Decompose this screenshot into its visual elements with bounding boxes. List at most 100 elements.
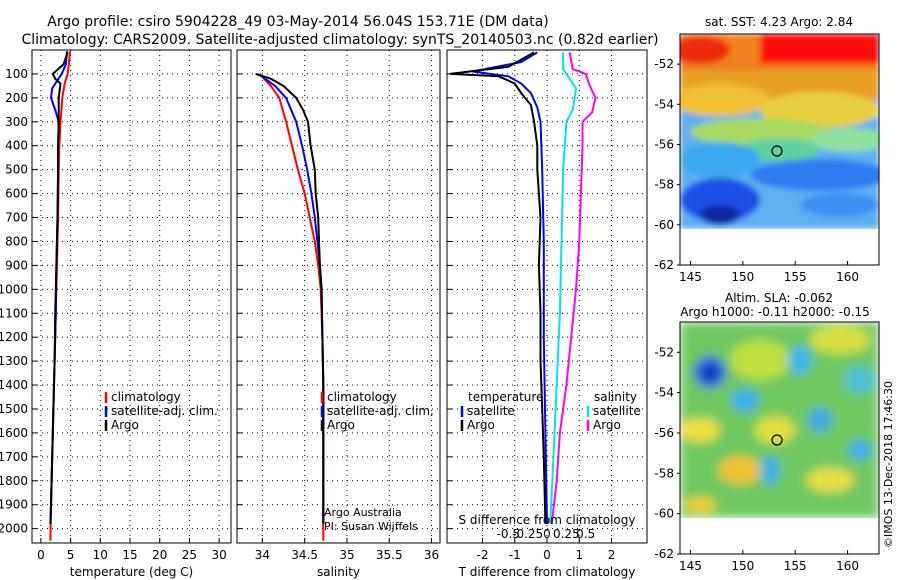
- y-tick-label: 400: [5, 139, 28, 153]
- legend-entry: satellite-adj. clim.: [111, 404, 218, 418]
- salinity-panel: 34 34.5 35 35.5 36 salinity climatologysatelli…: [236, 49, 441, 579]
- sst-map-axes: 145 150 155 160 -52 -54 -56 -58 -60 -62: [654, 57, 859, 284]
- sla-field: [680, 322, 879, 518]
- y-tick-label: 1900: [0, 498, 28, 512]
- map-x-tick-label: 145: [679, 559, 702, 573]
- x-tick-label: 0: [37, 548, 45, 562]
- legend-title-temperature: temperature: [468, 390, 543, 404]
- y-tick-label: 1200: [0, 330, 28, 344]
- x-axis-label: salinity: [317, 565, 360, 579]
- x-tick-label: 35.5: [376, 548, 403, 562]
- x-tick-label: -2: [476, 548, 488, 562]
- series-line: [49, 51, 71, 541]
- x-tick-label: -1: [509, 548, 521, 562]
- map-x-tick-label: 155: [784, 559, 807, 573]
- series-line: [550, 52, 597, 525]
- y-tick-label: 100: [5, 67, 28, 81]
- x-tick-label: 1: [575, 548, 583, 562]
- sla-map: Altim. SLA: -0.062 Argo h1000: -0.11 h20…: [654, 291, 880, 573]
- x-axis-label: temperature (deg C): [70, 565, 193, 579]
- x-tick-label: 2: [608, 548, 616, 562]
- y-tick-label: 1600: [0, 426, 28, 440]
- y-tick-label: 1000: [0, 282, 28, 296]
- map-y-tick-label: -58: [654, 466, 674, 480]
- x-tick-label: 25: [182, 548, 197, 562]
- imos-timestamp: ©IMOS 13-Dec-2018 17:46:30: [882, 381, 895, 548]
- legend-entry: satellite: [593, 404, 641, 418]
- sla-map-axes: 145 150 155 160 -52 -54 -56 -58 -60 -62: [654, 345, 859, 573]
- map-y-tick-label: -54: [654, 386, 674, 400]
- y-tick-label: 500: [5, 163, 28, 177]
- map-x-tick-label: 145: [679, 270, 702, 284]
- sst-field: [680, 34, 879, 229]
- credit-pi: PI: Susan Wijffels: [324, 520, 418, 533]
- map-y-tick-label: -56: [654, 426, 674, 440]
- y-tick-label: 1800: [0, 474, 28, 488]
- sst-float-marker: [771, 145, 783, 157]
- y-tick-label: 1300: [0, 354, 28, 368]
- title-line-2: Climatology: CARS2009. Satellite-adjuste…: [21, 32, 658, 48]
- legend-entry: Argo: [467, 418, 495, 432]
- x-tick-label: 36: [424, 548, 439, 562]
- map-y-tick-label: -60: [654, 218, 674, 232]
- plot-frame: [31, 49, 232, 544]
- plot-frame: [236, 49, 441, 544]
- map-x-tick-label: 160: [836, 270, 859, 284]
- map-x-tick-label: 155: [784, 270, 807, 284]
- legend-title-salinity: salinity: [594, 390, 637, 404]
- map-x-tick-label: 150: [731, 270, 754, 284]
- series-line: [450, 51, 547, 524]
- y-tick-label: 1700: [0, 450, 28, 464]
- series-line: [472, 51, 548, 524]
- x-axis-label: T difference from climatology: [458, 565, 636, 579]
- y-tick-label: 300: [5, 115, 28, 129]
- credit-argo-australia: Argo Australia: [324, 506, 402, 519]
- x-tick-label: 0: [543, 548, 551, 562]
- map-y-tick-label: -52: [654, 57, 674, 71]
- x2-axis-label: S difference from climatology: [459, 513, 636, 527]
- y-tick-label: 800: [5, 234, 28, 248]
- map-y-tick-label: -56: [654, 137, 674, 151]
- map-x-tick-label: 160: [836, 559, 859, 573]
- y-tick-label: 1100: [0, 306, 28, 320]
- map-y-tick-label: -52: [654, 345, 674, 359]
- map-x-tick-label: 150: [731, 559, 754, 573]
- y-tick-label: 2000: [0, 522, 28, 536]
- legend-entry: Argo: [111, 418, 139, 432]
- y-tick-label: 900: [5, 258, 28, 272]
- series-line: [255, 72, 325, 524]
- series-line: [549, 52, 578, 524]
- sla-float-marker: [771, 434, 783, 446]
- map-y-tick-label: -62: [654, 258, 674, 272]
- x-tick-label: 20: [152, 548, 167, 562]
- title-line-1: Argo profile: csiro 5904228_49 03-May-20…: [47, 14, 549, 30]
- x-tick-label: 10: [93, 548, 108, 562]
- y-tick-label: 200: [5, 91, 28, 105]
- x-tick-label: 34: [255, 548, 270, 562]
- x2-tick-label: 0.25: [553, 527, 580, 541]
- x2-tick-label: 0: [543, 527, 551, 541]
- x-tick-label: 35: [339, 548, 354, 562]
- map-y-tick-label: -62: [654, 547, 674, 561]
- map-y-tick-label: -58: [654, 178, 674, 192]
- sla-map-title: Altim. SLA: -0.062: [725, 291, 833, 305]
- map-y-tick-label: -60: [654, 507, 674, 521]
- map-y-tick-label: -54: [654, 97, 674, 111]
- x2-tick-label: -0.25: [512, 527, 543, 541]
- sst-map: sat. SST: 4.23 Argo: 2.84 1: [654, 15, 880, 284]
- legend-entry: Argo: [327, 418, 355, 432]
- y-tick-label: 1500: [0, 402, 28, 416]
- y-tick-label: 700: [5, 211, 28, 225]
- y-tick-label: 1400: [0, 378, 28, 392]
- y-tick-label: 600: [5, 187, 28, 201]
- series-line: [49, 52, 69, 524]
- legend-entry: satellite: [467, 404, 515, 418]
- sla-map-subtitle: Argo h1000: -0.11 h2000: -0.15: [680, 305, 870, 319]
- x2-tick-label: 0.5: [576, 527, 595, 541]
- difference-panel: -2 -1 0 1 2 T difference from climatology temp…: [446, 49, 648, 579]
- series-line: [259, 73, 325, 541]
- x-tick-label: 34.5: [291, 548, 318, 562]
- legend-entry: satellite-adj. clim.: [327, 404, 434, 418]
- x-tick-label: 15: [122, 548, 137, 562]
